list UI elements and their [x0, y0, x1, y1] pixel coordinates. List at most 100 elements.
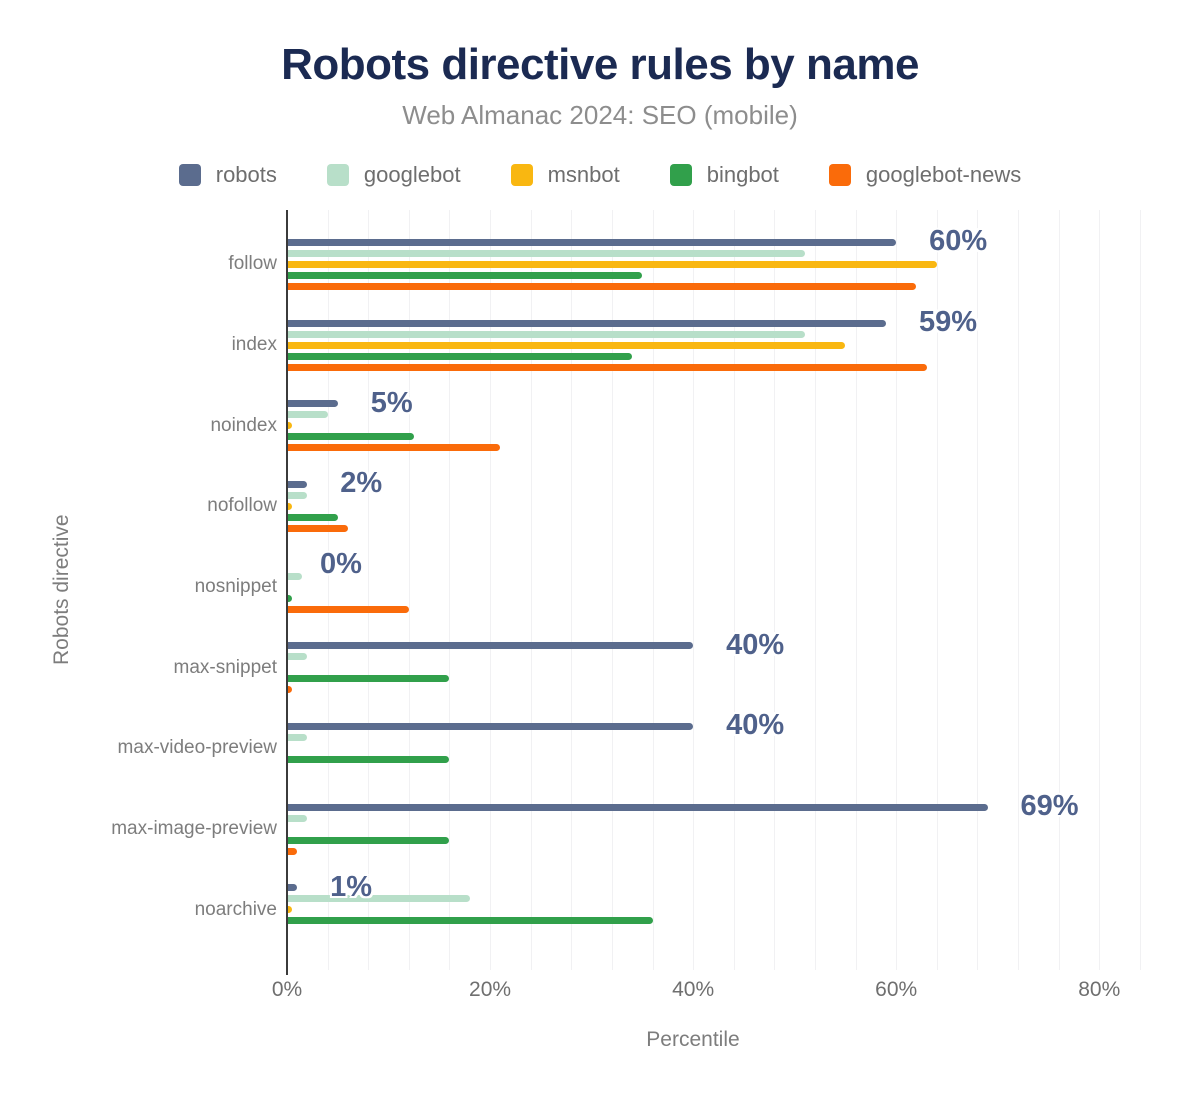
- bar-googlebot-noindex: [287, 411, 328, 419]
- bar-googlebot-news-noindex: [287, 444, 501, 452]
- legend: robots googlebot msnbot bingbot googlebot-ne…: [0, 162, 1200, 188]
- legend-item-bingbot: bingbot: [669, 162, 779, 188]
- gridline-60: [896, 210, 898, 970]
- gridline-72: [1018, 210, 1019, 970]
- y-axis-label: Robots directive: [50, 514, 73, 666]
- legend-item-googlebot-news: googlebot-news: [828, 162, 1022, 188]
- bar-group-noindex: 5%: [287, 385, 1150, 466]
- bar-googlebot-max-snippet: [287, 653, 308, 661]
- bar-bingbot-max-video-preview: [287, 755, 450, 763]
- x-axis-ticks: 0% 20% 40% 60% 80%: [272, 978, 1150, 1004]
- bar-bingbot-nosnippet: [287, 594, 293, 602]
- bar-robots-follow: [287, 238, 897, 246]
- legend-label-msnbot: msnbot: [547, 162, 620, 187]
- bar-robots-noindex: [287, 400, 338, 408]
- bar-group-nosnippet: 0%: [287, 547, 1150, 628]
- legend-swatch-msnbot: [510, 164, 533, 186]
- legend-label-googlebot-news: googlebot-news: [865, 162, 1022, 187]
- category-label-nofollow: nofollow: [207, 495, 277, 517]
- bar-robots-max-image-preview: [287, 803, 988, 811]
- bar-rows: 60% 59% 5% 2% 0% 40% 40% 69% 1%: [287, 210, 1150, 970]
- category-labels: follow index noindex nofollow nosnippet max-s…: [85, 210, 277, 970]
- category-label-follow: follow: [228, 253, 277, 275]
- gridline-36: [652, 210, 654, 970]
- bar-group-index: 59%: [287, 305, 1150, 386]
- bar-msnbot-nofollow: [287, 502, 293, 510]
- gridline-76: [1058, 210, 1060, 970]
- bar-empty-googlebot-news-noarchive: [287, 928, 1150, 935]
- category-label-index: index: [231, 334, 277, 355]
- x-tick-80: 80%: [1078, 978, 1121, 1001]
- value-label-max-image-preview: 69%: [1020, 790, 1079, 823]
- gridline-28: [571, 210, 573, 970]
- bar-group-max-video-preview: 40%: [287, 708, 1150, 789]
- value-label-noarchive: 1%: [330, 870, 373, 903]
- bar-empty-msnbot-max-video-preview: [287, 745, 1150, 752]
- y-axis-line: [286, 210, 288, 975]
- gridline-20: [490, 210, 492, 970]
- bar-robots-nofollow: [287, 480, 308, 488]
- legend-swatch-googlebot: [326, 164, 349, 186]
- bar-msnbot-noarchive: [287, 906, 293, 914]
- legend-label-bingbot: bingbot: [706, 162, 779, 187]
- legend-label-robots: robots: [215, 162, 277, 187]
- bar-group-follow: 60%: [287, 224, 1150, 305]
- bar-msnbot-noindex: [287, 422, 293, 430]
- legend-label-googlebot: googlebot: [363, 162, 461, 187]
- x-tick-60: 60%: [875, 978, 918, 1001]
- bar-bingbot-max-image-preview: [287, 836, 450, 844]
- gridline-24: [530, 210, 532, 970]
- bar-bingbot-noindex: [287, 433, 414, 441]
- bar-empty-robots-nosnippet: [287, 562, 1150, 569]
- bar-robots-noarchive: [287, 884, 298, 892]
- x-tick-20: 20%: [469, 978, 512, 1001]
- bar-bingbot-nofollow: [287, 513, 338, 521]
- value-label-max-video-preview: 40%: [726, 709, 785, 742]
- bar-group-max-image-preview: 69%: [287, 789, 1150, 870]
- bar-googlebot-news-max-snippet: [287, 686, 293, 694]
- bar-empty-msnbot-max-image-preview: [287, 826, 1150, 833]
- bar-group-noarchive: 1%: [287, 869, 1150, 950]
- x-tick-0: 0%: [271, 978, 303, 1001]
- gridline-4: [327, 210, 329, 970]
- x-axis-label: Percentile: [646, 1028, 740, 1051]
- bar-googlebot-news-follow: [287, 282, 917, 290]
- bar-googlebot-news-index: [287, 363, 927, 371]
- gridline-48: [774, 210, 776, 970]
- gridline-80: [1099, 210, 1101, 970]
- category-label-noarchive: noarchive: [194, 898, 277, 920]
- bar-bingbot-follow: [287, 271, 643, 279]
- page-subtitle: Web Almanac 2024: SEO (mobile): [402, 100, 798, 130]
- bar-robots-max-snippet: [287, 642, 694, 650]
- value-label-max-snippet: 40%: [726, 628, 785, 661]
- bar-googlebot-noarchive: [287, 895, 470, 903]
- plot-area: 60% 59% 5% 2% 0% 40% 40% 69% 1%: [287, 210, 1150, 970]
- bar-empty-msnbot-nosnippet: [287, 584, 1150, 591]
- gridline-44: [733, 210, 735, 970]
- bar-googlebot-max-image-preview: [287, 814, 308, 822]
- value-label-nofollow: 2%: [340, 467, 383, 500]
- gridline-52: [814, 210, 816, 970]
- gridline-12: [408, 210, 410, 970]
- bar-msnbot-index: [287, 341, 846, 349]
- bar-googlebot-news-nosnippet: [287, 605, 409, 613]
- bar-empty-msnbot-max-snippet: [287, 664, 1150, 671]
- bar-googlebot-nosnippet: [287, 572, 303, 580]
- value-label-noindex: 5%: [370, 386, 413, 419]
- page-title: Robots directive rules by name: [281, 40, 919, 89]
- category-label-max-video-preview: max-video-preview: [117, 737, 277, 759]
- gridline-68: [977, 210, 979, 970]
- value-label-follow: 60%: [929, 225, 988, 258]
- category-label-nosnippet: nosnippet: [194, 576, 277, 598]
- gridline-32: [611, 210, 613, 970]
- bar-bingbot-max-snippet: [287, 675, 450, 683]
- x-tick-40: 40%: [672, 978, 715, 1001]
- gridline-56: [855, 210, 857, 970]
- value-label-index: 59%: [919, 306, 978, 338]
- bar-googlebot-news-nofollow: [287, 524, 348, 532]
- category-label-max-snippet: max-snippet: [173, 656, 278, 678]
- bar-robots-index: [287, 319, 887, 327]
- bar-googlebot-index: [287, 330, 805, 338]
- category-label-noindex: noindex: [210, 414, 277, 436]
